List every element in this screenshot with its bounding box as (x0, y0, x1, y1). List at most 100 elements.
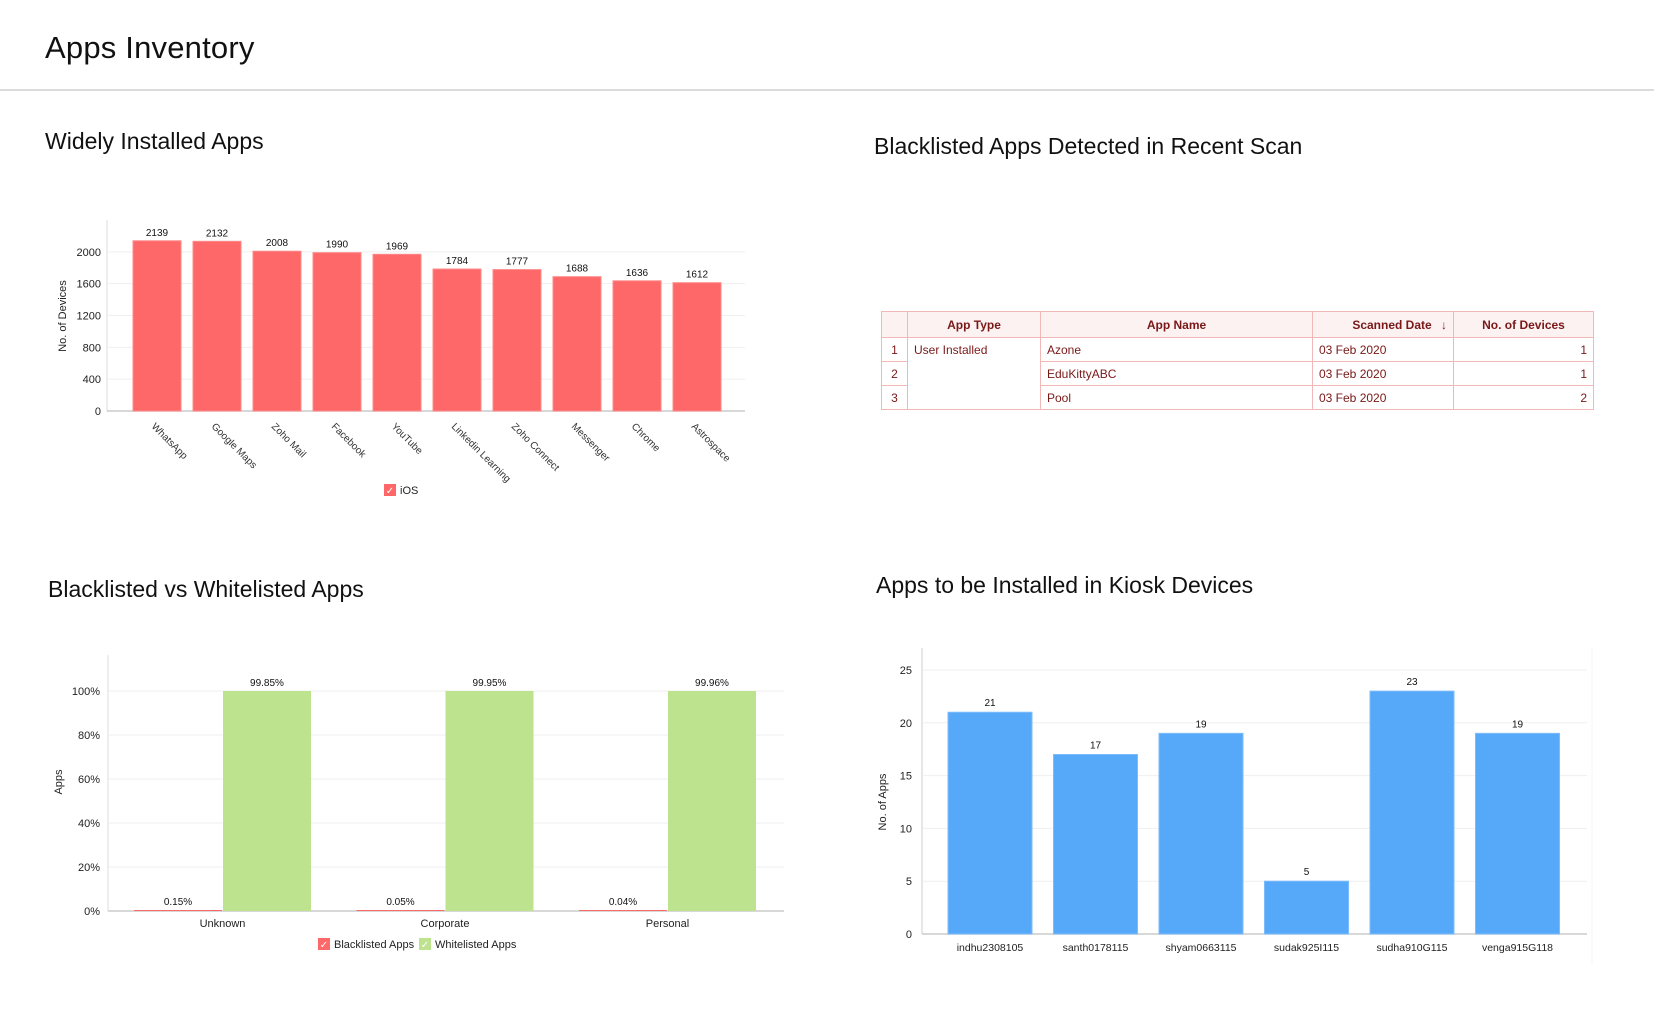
y-tick-label: 1200 (77, 311, 101, 323)
column-header-app-name[interactable]: App Name (1040, 311, 1313, 338)
y-tick-label: 0% (84, 906, 100, 918)
data-label: 1688 (566, 264, 589, 275)
legend-whitelisted-label: Whitelisted Apps (435, 939, 517, 951)
data-label: 1969 (386, 241, 409, 252)
row-index: 3 (881, 385, 908, 410)
cell-devices: 1 (1453, 361, 1594, 386)
bar (432, 268, 482, 412)
x-tick-label: venga915G118 (1482, 942, 1553, 954)
data-label: 19 (1512, 719, 1524, 730)
x-tick-label: Zoho Connect (509, 421, 561, 473)
bar (1264, 880, 1349, 935)
y-tick-label: 1600 (77, 279, 101, 291)
x-tick-label: sudha910G115 (1376, 942, 1447, 954)
data-label: 0.05% (386, 897, 414, 908)
bar (947, 711, 1033, 935)
data-label: 5 (1304, 867, 1310, 878)
y-axis-label: No. of Apps (877, 773, 889, 830)
data-label: 2008 (266, 238, 289, 249)
data-label: 1636 (626, 268, 649, 279)
x-tick-label: Google Maps (209, 421, 259, 471)
x-tick-label: Corporate (421, 918, 470, 930)
bar (492, 269, 542, 412)
y-tick-label: 20% (78, 862, 100, 874)
bar (372, 253, 422, 412)
x-tick-label: Facebook (329, 421, 369, 461)
bar (612, 280, 662, 412)
bar-whitelisted (668, 691, 756, 911)
y-tick-label: 20 (900, 718, 912, 730)
bar-blacklisted (134, 910, 222, 911)
bar (312, 252, 362, 412)
column-header-scanned-date[interactable]: Scanned Date ↓ (1312, 311, 1454, 338)
bar-whitelisted (445, 691, 534, 911)
y-tick-label: 25 (900, 665, 912, 677)
data-label: 0.15% (164, 897, 192, 908)
cell-app-name: Pool (1040, 385, 1313, 410)
x-tick-label: Zoho Mail (269, 421, 308, 460)
row-index: 2 (881, 361, 908, 386)
black-vs-white-chart: 0% 20% 40% 60% 80% 100% Apps 0.15% 99.85% Unknown… (53, 655, 784, 951)
bar (132, 240, 182, 412)
data-label: 2139 (146, 228, 169, 239)
x-tick-label: shyam0663115 (1165, 942, 1236, 954)
table-row: 2 EduKittyABC 03 Feb 2020 1 (881, 361, 1594, 386)
cell-scanned-date: 03 Feb 2020 (1312, 361, 1454, 386)
y-tick-label: 0 (95, 406, 101, 418)
row-index: 1 (881, 337, 908, 362)
cell-scanned-date: 03 Feb 2020 (1312, 385, 1454, 410)
data-label: 1990 (326, 240, 349, 251)
data-label: 99.96% (695, 678, 729, 689)
cell-scanned-date: 03 Feb 2020 (1312, 337, 1454, 362)
table-row: 1 User Installed Azone 03 Feb 2020 1 (881, 337, 1594, 362)
check-icon: ✓ (421, 940, 429, 951)
bar (192, 240, 242, 412)
x-tick-label: indhu2308105 (957, 942, 1024, 954)
data-label: 21 (984, 698, 996, 709)
bar (1369, 690, 1455, 935)
y-axis-label: Apps (53, 769, 65, 795)
bar (252, 250, 302, 412)
widely-installed-chart: 0 400 800 1200 1600 2000 No. of Devices 2139 Wha… (57, 220, 745, 497)
blacklisted-apps-table: App Type App Name Scanned Date ↓ No. of … (881, 311, 1594, 410)
y-tick-label: 10 (900, 823, 912, 835)
y-axis-label: No. of Devices (57, 280, 69, 352)
blacklisted-scan-title: Blacklisted Apps Detected in Recent Scan (874, 133, 1303, 159)
arrow-down-icon[interactable]: ↓ (1441, 317, 1447, 332)
legend-blacklisted-label: Blacklisted Apps (334, 939, 415, 951)
data-label: 1612 (686, 270, 709, 281)
table-header-row: App Type App Name Scanned Date ↓ No. of … (881, 311, 1594, 338)
y-tick-label: 800 (83, 342, 101, 354)
x-tick-label: WhatsApp (149, 421, 190, 462)
y-tick-label: 0 (906, 929, 912, 941)
x-tick-label: Astrospace (689, 421, 732, 464)
cell-devices: 2 (1453, 385, 1594, 410)
y-tick-label: 15 (900, 771, 912, 783)
column-header-devices[interactable]: No. of Devices (1453, 311, 1594, 338)
legend-whitelisted-swatch (419, 938, 431, 950)
bar (672, 282, 722, 412)
data-label: 19 (1195, 719, 1207, 730)
page-header: Apps Inventory (0, 0, 1654, 91)
y-tick-label: 2000 (77, 247, 101, 259)
legend-blacklisted-swatch (318, 938, 330, 950)
bar (1053, 753, 1138, 935)
x-tick-label: Linkedin Learning (449, 421, 513, 485)
y-tick-label: 40% (78, 818, 100, 830)
cell-app-type (907, 385, 1041, 410)
bar (552, 276, 602, 412)
cell-devices: 1 (1453, 337, 1594, 362)
column-header-app-type[interactable]: App Type (907, 311, 1041, 338)
data-label: 99.95% (473, 678, 507, 689)
check-icon: ✓ (320, 940, 328, 951)
x-tick-label: Unknown (200, 918, 246, 930)
data-label: 17 (1090, 740, 1102, 751)
data-label: 1777 (506, 257, 529, 268)
table-row: 3 Pool 03 Feb 2020 2 (881, 385, 1594, 410)
y-tick-label: 400 (83, 374, 101, 386)
x-tick-label: Personal (646, 918, 689, 930)
bar (1158, 732, 1244, 935)
widely-installed-title: Widely Installed Apps (45, 128, 264, 154)
row-number-header (881, 311, 908, 338)
black-vs-white-title: Blacklisted vs Whitelisted Apps (48, 576, 364, 602)
